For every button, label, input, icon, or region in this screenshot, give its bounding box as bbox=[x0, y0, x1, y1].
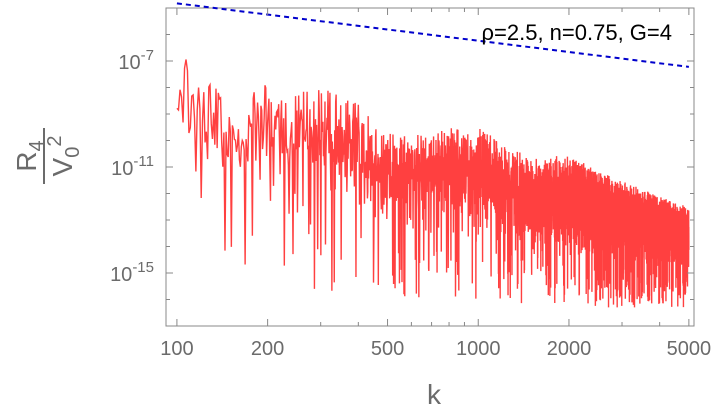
x-axis-ticks: 100 200 500 1000 2000 5000 bbox=[160, 8, 711, 360]
parameter-annotation: ρ=2.5, n=0.75, G=4 bbox=[482, 20, 673, 45]
x-tick-label: 1000 bbox=[456, 338, 501, 360]
y-tick-label: 10-7 bbox=[118, 47, 154, 74]
series-blue-dashed bbox=[176, 2, 689, 68]
y-den-base: V bbox=[47, 157, 78, 176]
x-axis-title: k bbox=[427, 379, 442, 410]
series-red-oscillating bbox=[176, 59, 690, 308]
y-den-sup: 2 bbox=[44, 136, 66, 147]
y-axis-numerator: R4 bbox=[11, 140, 48, 171]
y-axis-denominator: V02 bbox=[44, 136, 84, 177]
x-tick-label: 200 bbox=[251, 338, 284, 360]
x-tick-label: 100 bbox=[160, 338, 193, 360]
y-axis-title: R4 V02 bbox=[11, 128, 84, 184]
blue-dashed-line bbox=[176, 2, 689, 68]
x-tick-label: 2000 bbox=[547, 338, 592, 360]
x-tick-label: 5000 bbox=[667, 338, 712, 360]
red-oscillating-curve bbox=[176, 59, 690, 308]
y-num-base: R bbox=[11, 151, 42, 171]
y-tick-label: 10-15 bbox=[110, 259, 154, 286]
y-tick-label: 10-11 bbox=[111, 153, 154, 180]
y-den-sub: 0 bbox=[62, 147, 84, 158]
y-num-sub: 4 bbox=[26, 140, 48, 151]
y-axis-ticks: 10-7 10-11 10-15 bbox=[110, 7, 694, 327]
x-tick-label: 500 bbox=[371, 338, 404, 360]
